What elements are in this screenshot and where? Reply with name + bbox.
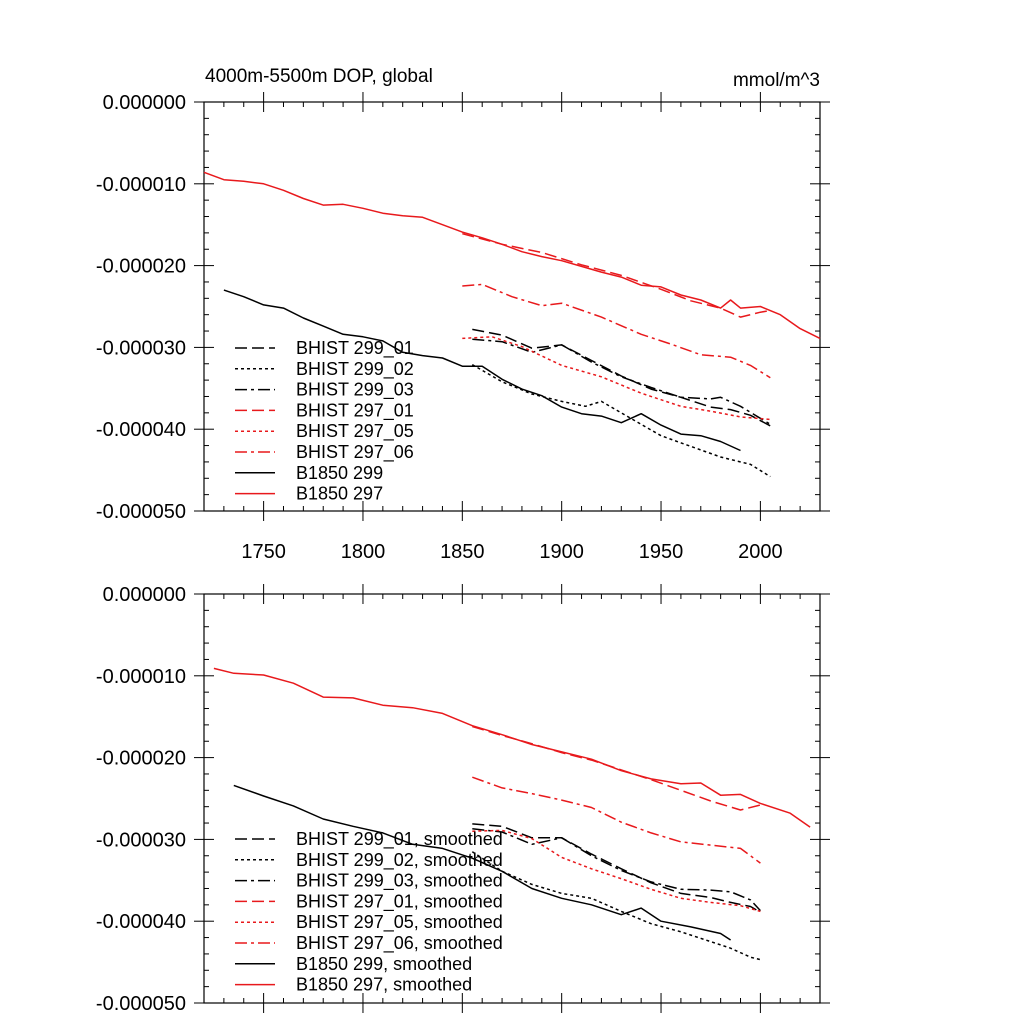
legend-label: BHIST 297_05, smoothed xyxy=(296,912,503,933)
series-line xyxy=(203,171,821,340)
legend-label: BHIST 299_03, smoothed xyxy=(296,871,503,892)
legend-label: B1850 299 xyxy=(296,463,383,483)
legend-label: B1850 299, smoothed xyxy=(296,954,472,974)
legend-label: BHIST 299_01 xyxy=(296,338,414,359)
y-tick-label: -0.000040 xyxy=(96,419,186,441)
y-tick-label: -0.000010 xyxy=(96,666,186,688)
series-line xyxy=(233,784,732,941)
series-line xyxy=(471,851,761,961)
x-tick-label: 1900 xyxy=(539,541,584,563)
y-tick-label: -0.000040 xyxy=(96,911,186,933)
legend-label: BHIST 297_05 xyxy=(296,421,414,442)
series-line xyxy=(472,338,771,425)
legend-label: BHIST 299_02, smoothed xyxy=(296,850,503,871)
legend-label: B1850 297 xyxy=(296,484,383,504)
series-line xyxy=(472,823,761,913)
x-tick-label: 2000 xyxy=(738,541,783,563)
chart-title: 4000m-5500m DOP, global xyxy=(205,66,433,87)
series-line xyxy=(471,363,771,478)
series-line xyxy=(462,336,771,421)
legend-label: B1850 297, smoothed xyxy=(296,975,472,995)
x-tick-label: 1750 xyxy=(241,541,286,563)
y-tick-label: -0.000030 xyxy=(96,337,186,359)
x-tick-label: 1950 xyxy=(639,541,684,563)
units-label: mmol/m^3 xyxy=(733,70,820,91)
plot-frame xyxy=(203,593,821,1004)
panel-top: 0.000000 -0.000010 -0.000020 -0.000030 -0.00… xyxy=(96,92,830,563)
x-tick-label: 1800 xyxy=(341,541,386,563)
series-line xyxy=(223,289,741,452)
y-tick-label: -0.000050 xyxy=(96,501,186,523)
legend-label: BHIST 299_03 xyxy=(296,380,414,401)
legend-label: BHIST 297_01 xyxy=(296,400,414,421)
series-line xyxy=(462,283,771,379)
plot-frame xyxy=(203,101,821,512)
series-line xyxy=(462,232,771,318)
panel-bottom: 0.000000 -0.000010 -0.000020 -0.000030 -0.00… xyxy=(96,584,830,1015)
x-tick-label: 1850 xyxy=(440,541,485,563)
series-line xyxy=(472,776,761,864)
y-tick-label: -0.000020 xyxy=(96,256,186,278)
series-line xyxy=(472,828,761,912)
y-tick-label: -0.000010 xyxy=(96,174,186,196)
legend-label: BHIST 297_06, smoothed xyxy=(296,933,503,954)
y-tick-label: -0.000020 xyxy=(96,748,186,770)
y-tick-label: -0.000050 xyxy=(96,993,186,1015)
legend-label: BHIST 297_01, smoothed xyxy=(296,891,503,912)
legend-label: BHIST 299_01, smoothed xyxy=(296,829,503,850)
y-tick-label: 0.000000 xyxy=(103,584,186,606)
y-tick-label: 0.000000 xyxy=(103,92,186,114)
legend-label: BHIST 299_02 xyxy=(296,359,414,380)
y-tick-label: -0.000030 xyxy=(96,829,186,851)
series-line xyxy=(213,667,811,828)
legend-label: BHIST 297_06 xyxy=(296,442,414,463)
series-line xyxy=(472,829,761,913)
series-line xyxy=(472,328,771,427)
